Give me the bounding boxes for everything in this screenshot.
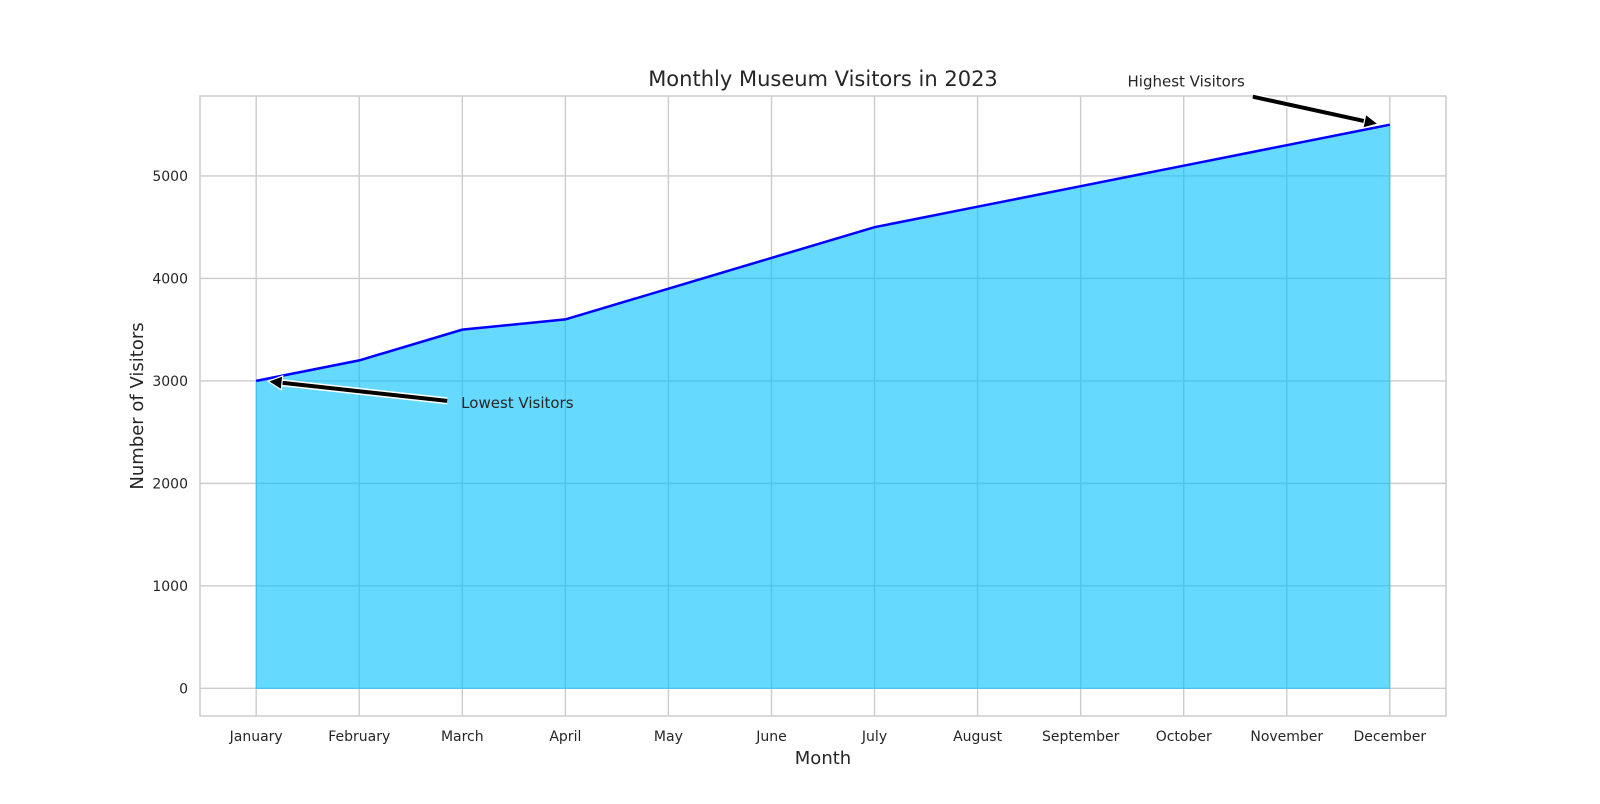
annotation-arrow	[281, 380, 448, 403]
annotation-label: Lowest Visitors	[461, 394, 574, 412]
x-tick-label: February	[328, 729, 390, 745]
y-tick-label: 1000	[152, 579, 188, 595]
series-line	[255, 123, 1391, 383]
x-tick-label: November	[1250, 729, 1323, 745]
x-tick-label: December	[1354, 729, 1427, 745]
x-tick-label: June	[755, 729, 787, 745]
x-tick-label: July	[861, 729, 887, 745]
annotation-arrowhead	[266, 374, 284, 391]
area-layer	[255, 123, 1391, 689]
x-tick-label: September	[1042, 729, 1120, 745]
x-tick-label: August	[953, 729, 1003, 745]
chart-title: Monthly Museum Visitors in 2023	[648, 67, 998, 91]
tick-layer: 0 1000 2000 3000 4000 5000 January February Marc…	[152, 169, 1426, 745]
annotation-arrow	[1252, 94, 1365, 124]
y-tick-label: 0	[179, 681, 188, 697]
x-tick-label: October	[1156, 729, 1212, 745]
x-tick-label: March	[441, 729, 484, 745]
y-tick-label: 3000	[152, 374, 188, 390]
annotation-label: Highest Visitors	[1128, 73, 1245, 91]
annotation-arrowhead	[1362, 113, 1380, 129]
annotation-layer: Lowest Visitors Highest Visitors	[266, 73, 1380, 412]
y-tick-label: 5000	[152, 169, 188, 185]
y-axis-label: Number of Visitors	[127, 322, 148, 489]
plot-frame	[199, 95, 1447, 717]
x-tick-label: April	[549, 729, 581, 745]
x-tick-label: May	[654, 729, 683, 745]
y-tick-label: 2000	[152, 476, 188, 492]
x-tick-label: January	[229, 729, 283, 745]
x-axis-label: Month	[795, 748, 851, 769]
y-tick-label: 4000	[152, 271, 188, 287]
